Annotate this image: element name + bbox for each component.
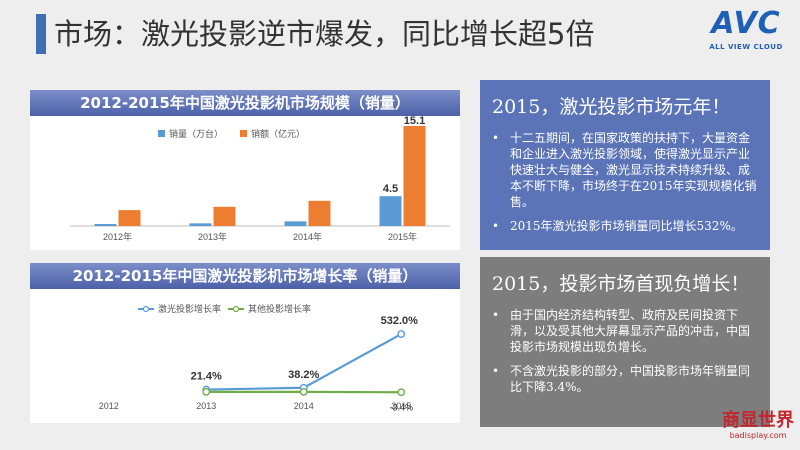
data-label: 21.4% (191, 371, 222, 383)
legend-swatch (158, 130, 165, 137)
legend-label: 销量（万台） (169, 128, 223, 139)
x-tick-label: 2014 (294, 401, 314, 411)
title-accent-bar (36, 14, 46, 54)
series-line (206, 333, 402, 391)
bar (94, 224, 117, 226)
slide-title: 市场：激光投影逆市爆发，同比增长超5倍 (54, 17, 595, 51)
list-item: 不含激光投影的部分，中国投影市场年销量同比下降3.4%。 (492, 363, 758, 395)
projector-market-bullets: 由于国内经济结构转型、政府及民间投资下滑，以及受其他大屏幕显示产品的冲击，中国投… (492, 307, 758, 403)
data-point (202, 388, 211, 396)
legend-label: 销额（亿元） (251, 128, 305, 139)
x-tick-label: 2012 (99, 401, 119, 411)
data-point (299, 388, 308, 396)
bar (403, 125, 426, 226)
logo-subtitle: ALL VIEW CLOUD (709, 43, 783, 51)
bar (308, 200, 331, 226)
legend-marker (232, 305, 240, 313)
bar (213, 206, 236, 226)
data-label: 4.5 (383, 183, 398, 195)
watermark-main: 商显世界 (722, 410, 794, 431)
x-tick-label: 2015年 (388, 231, 417, 242)
laser-market-bullets: 十二五期间，在国家政策的扶持下，大量资金和企业进入激光投影领域，使得激光显示产业… (492, 130, 758, 242)
laser-market-heading: 2015，激光投影市场元年！ (492, 96, 731, 118)
bar (189, 223, 212, 226)
growth-rate-chart: 激光投影增长率 其他投影增长率 2012 2013 2014 2015 21.4% 38.2%… (99, 303, 419, 412)
x-tick-label: 2015 (391, 401, 411, 411)
list-item: 十二五期间，在国家政策的扶持下，大量资金和企业进入激光投影领域，使得激光显示产业… (492, 130, 758, 210)
data-label: 15.1 (404, 115, 425, 127)
logo-text: AVC (711, 6, 781, 41)
data-label: 38.2% (288, 369, 319, 381)
watermark-logo: 商显世界 badisplay.com (722, 411, 794, 445)
projector-market-heading: 2015，投影市场首现负增长！ (492, 273, 750, 295)
data-label: 532.0% (381, 315, 419, 327)
market-size-chart-panel: 销量（万台） 销额（亿元） 2012年 2013年 2014年 2015年 4.5 15.1 … (30, 90, 460, 250)
legend-marker (142, 305, 150, 313)
list-item: 2015年激光投影市场销量同比增长532%。 (492, 218, 758, 234)
x-tick-label: 2014年 (293, 231, 322, 242)
data-point (397, 330, 406, 338)
x-tick-label: 2013 (196, 401, 216, 411)
growth-rate-chart-panel: 激光投影增长率 其他投影增长率 2012 2013 2014 2015 21.4% 38.2%… (30, 263, 460, 423)
laser-market-info-box: 2015，激光投影市场元年！ 十二五期间，在国家政策的扶持下，大量资金和企业进入… (480, 80, 770, 250)
watermark-sub: badisplay.com (729, 431, 787, 440)
growth-rate-chart-title: 2012-2015年中国激光投影机市场增长率（销量） (30, 263, 460, 289)
market-size-chart-title: 2012-2015年中国激光投影机市场规模（销量） (30, 90, 460, 116)
avc-logo: AVC ALL VIEW CLOUD (700, 8, 792, 58)
bar (118, 210, 141, 226)
data-label: -3.4% (389, 402, 413, 412)
x-tick-label: 2013年 (198, 231, 227, 242)
market-size-chart: 销量（万台） 销额（亿元） 2012年 2013年 2014年 2015年 4.5 15.1 (70, 115, 450, 242)
list-item: 由于国内经济结构转型、政府及民间投资下滑，以及受其他大屏幕显示产品的冲击，中国投… (492, 307, 758, 355)
data-point (397, 388, 406, 397)
bar (284, 221, 307, 226)
legend-swatch (240, 130, 247, 137)
x-tick-label: 2012年 (103, 231, 132, 242)
bar (379, 196, 402, 226)
projector-market-info-box: 2015，投影市场首现负增长！ 由于国内经济结构转型、政府及民间投资下滑，以及受… (480, 257, 770, 427)
legend-label: 其他投影增长率 (248, 303, 311, 314)
legend-label: 激光投影增长率 (158, 303, 221, 314)
